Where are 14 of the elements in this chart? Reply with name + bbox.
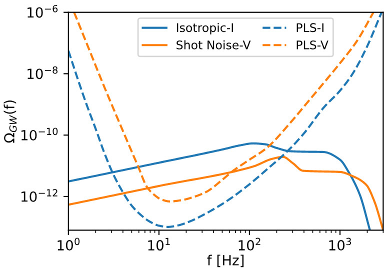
legend-label: PLS-I: [296, 23, 324, 32]
y-axis-title: Ω$_{GW}$(f): [4, 100, 17, 143]
legend-label: Shot Noise-V: [176, 40, 251, 50]
x-axis-title: f [Hz]: [207, 254, 244, 268]
x-tick-label: 10$^{0}$: [58, 238, 80, 251]
x-tick-label: 10$^{1}$: [148, 238, 170, 251]
x-tick-label: 10$^{2}$: [238, 238, 260, 251]
legend-label: PLS-V: [296, 40, 328, 50]
y-tick-label: 10$^{−8}$: [28, 66, 58, 80]
y-tick-label: 10$^{−12}$: [21, 189, 58, 202]
legend-label: Isotropic-I: [176, 22, 233, 34]
y-tick-label: 10$^{−10}$: [21, 128, 58, 140]
y-tick-label: 10$^{−6}$: [28, 4, 58, 18]
x-tick-label: 10$^{3}$: [329, 238, 351, 251]
